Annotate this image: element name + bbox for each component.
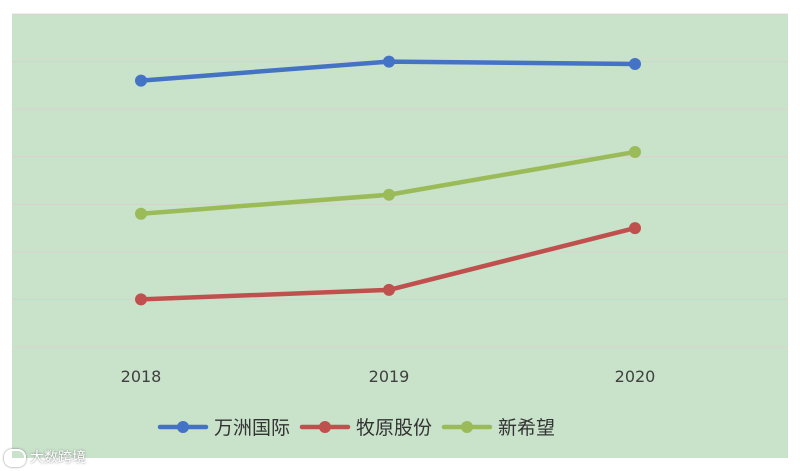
legend-swatch-marker-3 <box>461 421 473 433</box>
data-point-s2-2020 <box>629 222 641 235</box>
x-tick-label-2018: 2018 <box>121 367 162 386</box>
plot-area <box>12 14 788 458</box>
legend-label-1: 万洲国际 <box>214 417 290 439</box>
data-point-s2-2018 <box>135 293 147 306</box>
watermark-logo-icon <box>4 449 26 467</box>
data-point-s2-2019 <box>383 283 395 296</box>
x-tick-label-2019: 2019 <box>369 367 410 386</box>
data-point-s3-2019 <box>383 188 395 201</box>
legend-swatch-marker-1 <box>177 421 189 433</box>
watermark-text: 大数跨境 <box>30 450 86 466</box>
watermark: 大数跨境 <box>4 447 86 467</box>
legend-label-2: 牧原股份 <box>356 417 432 439</box>
data-point-s3-2020 <box>629 145 641 158</box>
data-point-s1-2019 <box>383 55 395 68</box>
data-point-s1-2018 <box>135 74 147 87</box>
legend-label-3: 新希望 <box>498 417 555 439</box>
data-point-s3-2018 <box>135 207 147 220</box>
x-tick-label-2020: 2020 <box>615 367 656 386</box>
legend-swatch-marker-2 <box>319 421 331 433</box>
data-point-s1-2020 <box>629 57 641 70</box>
